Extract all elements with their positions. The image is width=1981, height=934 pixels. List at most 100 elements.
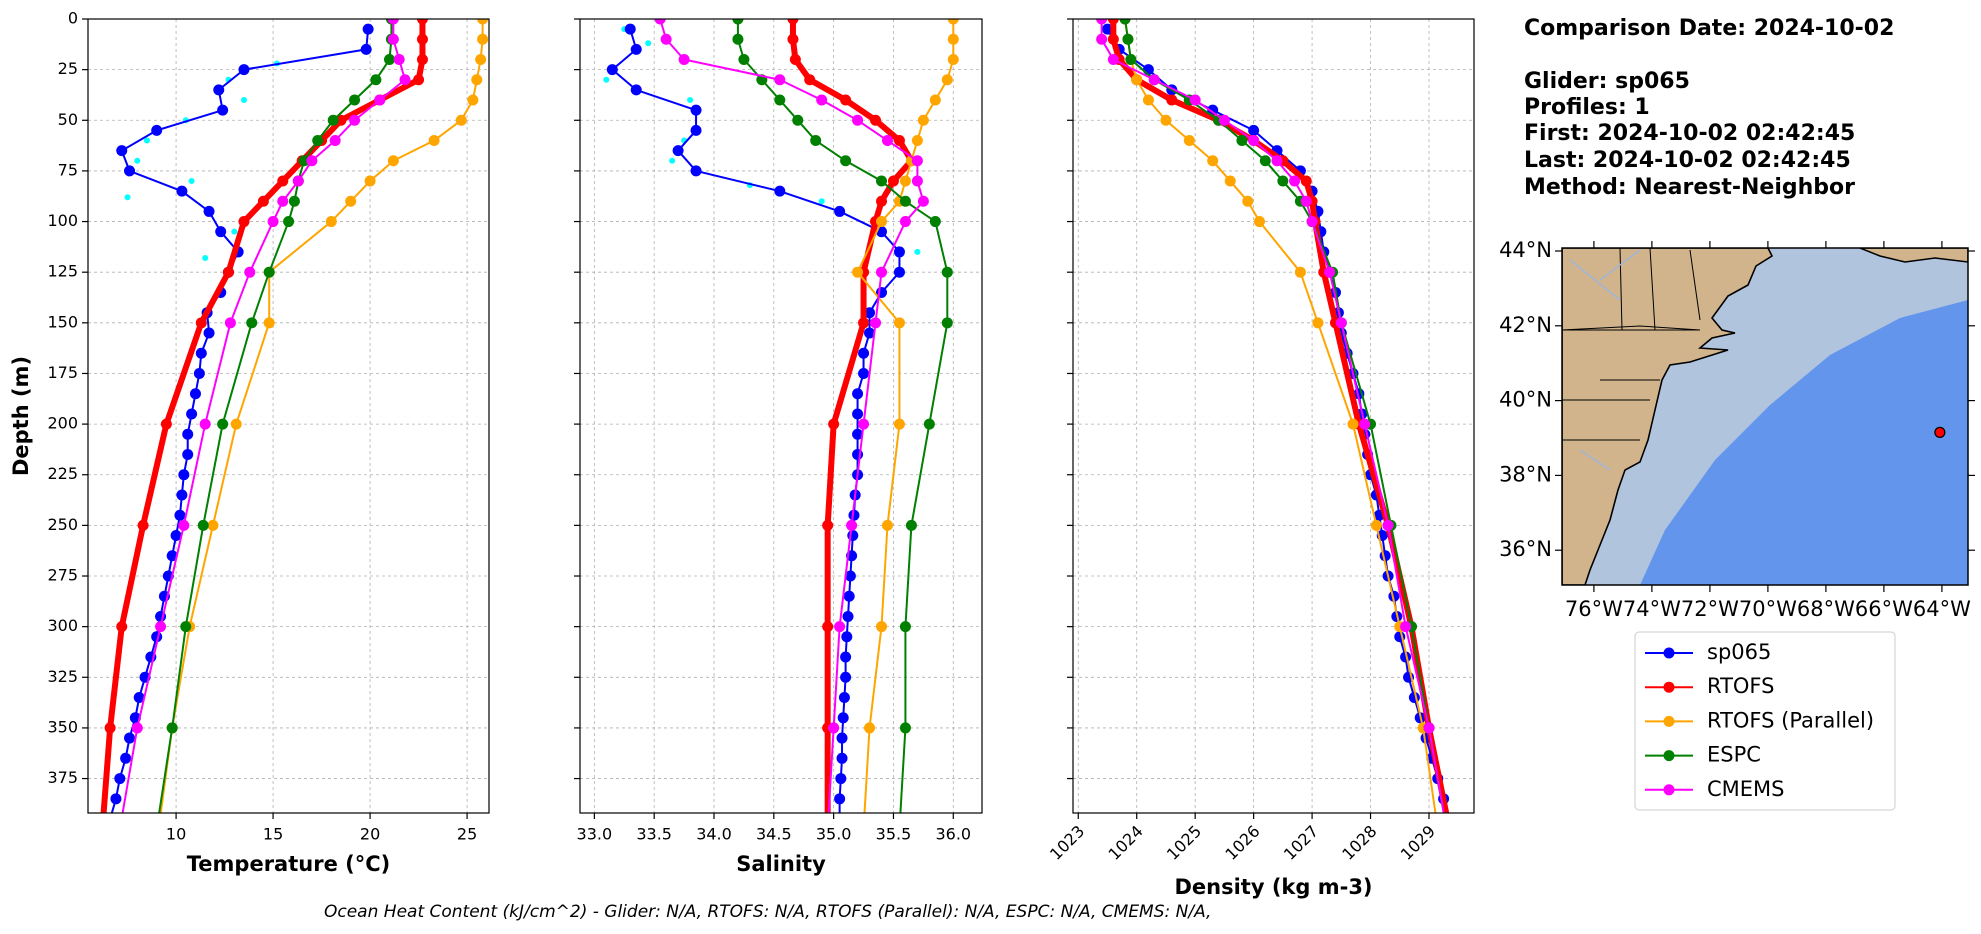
marker [387,33,399,45]
legend-marker [1663,715,1675,727]
marker [195,347,207,359]
marker [787,19,799,25]
marker [941,74,953,86]
land [1859,248,1968,263]
marker [834,621,846,633]
marker [774,74,786,86]
marker [312,135,324,147]
marker [893,135,905,147]
marker [842,611,854,623]
marker [1259,155,1271,167]
marker [841,631,853,643]
x-tick-label: 15 [263,825,283,844]
marker [881,135,893,147]
marker [774,185,786,197]
legend-marker [1663,647,1675,659]
marker [1253,216,1265,228]
marker [174,509,186,521]
marker [155,621,167,633]
raw-point [143,137,150,144]
marker [947,33,959,45]
marker [864,722,876,734]
marker [387,155,399,167]
legend-marker [1663,784,1675,796]
x-tick-label: 20 [360,825,380,844]
marker [828,722,840,734]
marker [606,64,618,76]
marker [133,692,145,704]
marker [844,570,856,582]
marker [153,824,164,835]
x-tick-label: 1028 [1338,822,1380,864]
marker [416,54,428,66]
marker [774,94,786,106]
raw-point [231,228,238,235]
y-tick-label: 225 [47,464,78,483]
marker [837,712,849,724]
marker [1096,19,1108,25]
profile-line [611,28,901,813]
marker [182,448,194,460]
axes-frame [1072,18,1475,814]
marker [858,317,870,329]
legend [1634,631,1896,811]
raw-point [914,248,921,255]
marker [941,266,953,278]
marker [362,23,374,35]
marker [840,671,852,683]
marker [104,722,116,734]
info-line: Glider: sp065 [1524,69,1690,94]
marker [876,266,887,278]
marker [137,519,149,531]
marker [189,388,201,400]
marker [672,145,684,157]
x-axis-label: Density (kg m-3) [1174,875,1372,899]
x-tick-label: 33.5 [636,825,672,844]
marker [899,216,911,228]
marker [166,722,178,734]
marker [217,418,229,430]
legend-label: sp065 [1707,640,1771,664]
marker [1125,54,1137,66]
marker [905,519,917,531]
marker [1119,19,1131,25]
marker [1400,621,1412,633]
marker [1107,19,1119,25]
marker [876,216,887,228]
marker [1207,155,1219,167]
marker [838,692,850,704]
x-tick-label: 34.0 [696,825,732,844]
info-title: Comparison Date: 2024-10-02 [1524,16,1894,41]
marker [876,175,887,187]
profile-line [659,19,925,813]
y-tick-label: 0 [68,9,78,28]
raw-point [124,194,131,201]
marker [840,94,852,106]
marker [822,519,834,531]
marker [1382,519,1394,531]
marker [277,195,289,207]
footer: Ocean Heat Content (kJ/cm^2) - Glider: N… [324,902,1211,922]
marker [1441,824,1452,835]
raw-point [818,198,825,205]
marker [810,135,822,147]
marker [911,155,923,167]
x-tick-label: 1025 [1163,822,1205,864]
marker [899,175,911,187]
marker [399,74,411,86]
marker [222,266,234,278]
marker [176,489,188,501]
marker [455,114,467,126]
marker [923,418,935,430]
marker [899,722,911,734]
lon-label: 70°W [1739,597,1797,621]
marker [257,195,269,207]
marker [215,226,227,238]
marker [288,195,300,207]
marker [224,317,236,329]
marker [374,94,386,106]
marker [893,418,905,430]
marker [197,519,209,531]
marker [263,266,275,278]
